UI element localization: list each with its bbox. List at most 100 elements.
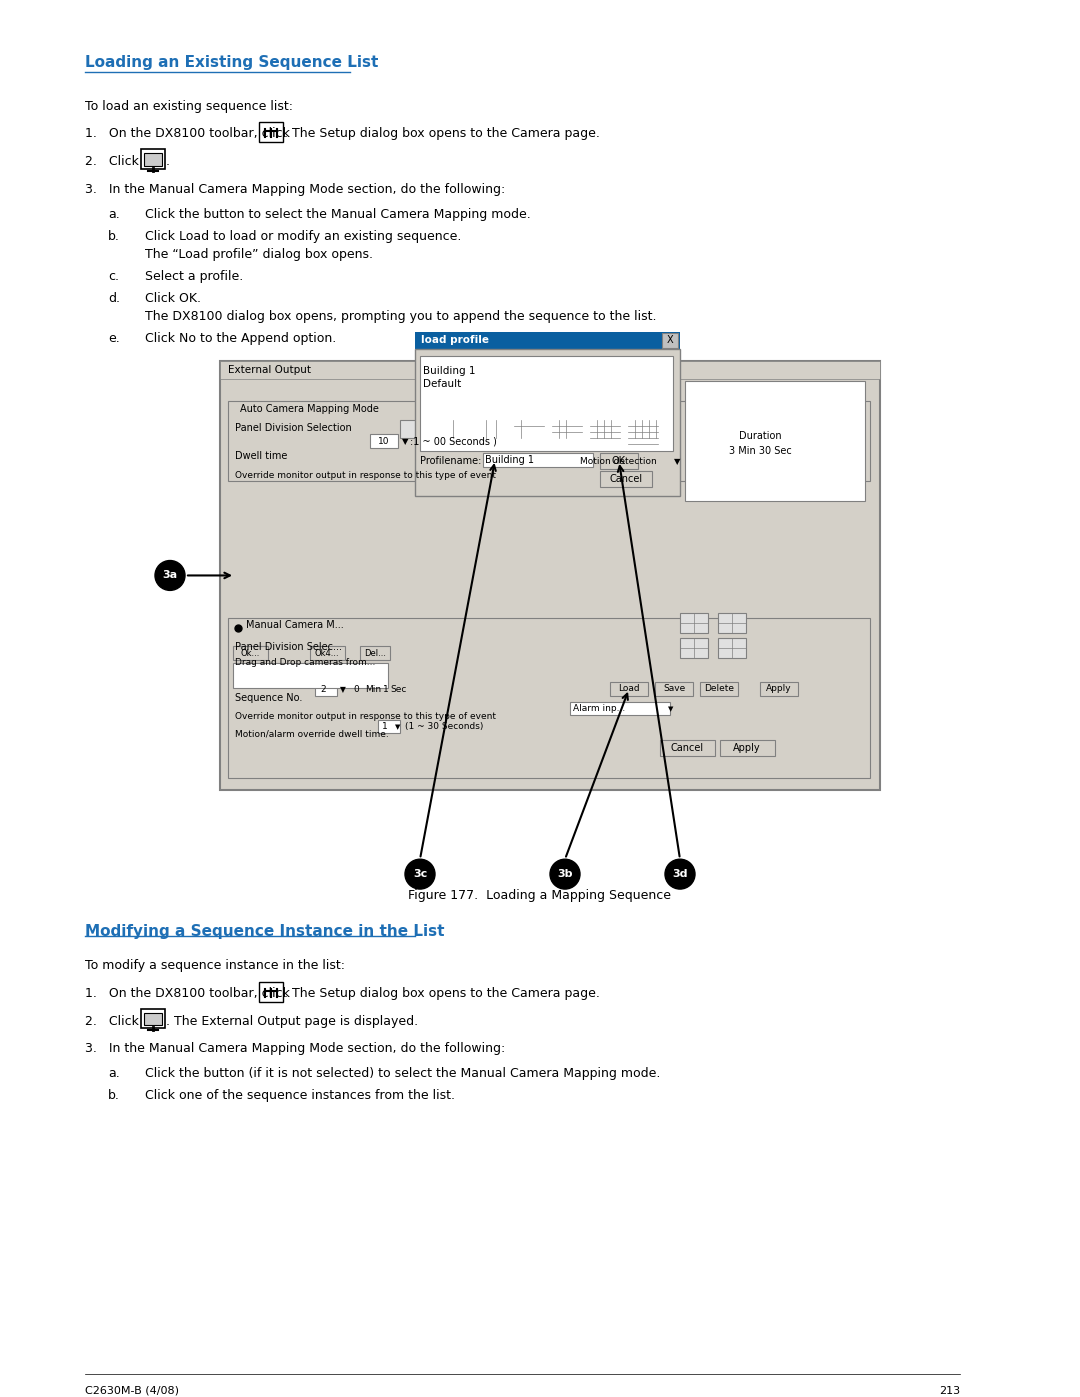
Text: Click OK.: Click OK. bbox=[145, 292, 201, 305]
Text: The DX8100 dialog box opens, prompting you to append the sequence to the list.: The DX8100 dialog box opens, prompting y… bbox=[145, 310, 657, 323]
FancyBboxPatch shape bbox=[760, 682, 798, 696]
Text: Apply: Apply bbox=[766, 685, 792, 693]
Text: 3d: 3d bbox=[672, 869, 688, 879]
Text: d.: d. bbox=[108, 292, 120, 305]
Text: 3.   In the Manual Camera Mapping Mode section, do the following:: 3. In the Manual Camera Mapping Mode sec… bbox=[85, 1042, 505, 1055]
Text: 1: 1 bbox=[382, 722, 388, 731]
Text: 3a: 3a bbox=[162, 570, 177, 581]
Text: External Output: External Output bbox=[228, 366, 311, 376]
FancyBboxPatch shape bbox=[415, 331, 680, 349]
FancyBboxPatch shape bbox=[575, 455, 675, 469]
Text: Alarm inp...: Alarm inp... bbox=[573, 704, 625, 714]
Text: Motion/alarm override dwell time.: Motion/alarm override dwell time. bbox=[235, 729, 389, 739]
FancyBboxPatch shape bbox=[144, 154, 162, 166]
Text: Ok4...: Ok4... bbox=[314, 648, 339, 658]
Text: Duration: Duration bbox=[739, 432, 781, 441]
Text: Click the button to select the Manual Camera Mapping mode.: Click the button to select the Manual Ca… bbox=[145, 208, 530, 221]
Text: Modifying a Sequence Instance in the List: Modifying a Sequence Instance in the Lis… bbox=[85, 923, 445, 939]
Text: Apply: Apply bbox=[733, 743, 760, 753]
Text: ▼: ▼ bbox=[340, 686, 346, 694]
Text: Building 1: Building 1 bbox=[485, 455, 534, 465]
Text: .: . bbox=[165, 155, 170, 168]
Text: Building 1: Building 1 bbox=[423, 366, 475, 376]
FancyBboxPatch shape bbox=[590, 420, 620, 439]
Text: 10: 10 bbox=[378, 436, 390, 446]
Text: Load: Load bbox=[618, 685, 639, 693]
Text: 3c: 3c bbox=[413, 869, 427, 879]
FancyBboxPatch shape bbox=[144, 1013, 162, 1025]
Text: 1: 1 bbox=[383, 686, 389, 694]
FancyBboxPatch shape bbox=[662, 332, 678, 348]
FancyBboxPatch shape bbox=[259, 123, 283, 142]
Circle shape bbox=[156, 560, 185, 591]
Text: 3.   In the Manual Camera Mapping Mode section, do the following:: 3. In the Manual Camera Mapping Mode sec… bbox=[85, 183, 505, 196]
Text: Cancel: Cancel bbox=[671, 743, 703, 753]
FancyBboxPatch shape bbox=[370, 434, 399, 448]
Text: Click No to the Append option.: Click No to the Append option. bbox=[145, 331, 336, 345]
Text: Ok...: Ok... bbox=[241, 648, 259, 658]
Text: ▼: ▼ bbox=[402, 436, 408, 446]
Text: a.: a. bbox=[108, 1067, 120, 1080]
Text: Cancel: Cancel bbox=[609, 474, 643, 483]
Text: C2630M-B (4/08): C2630M-B (4/08) bbox=[85, 1386, 179, 1396]
FancyBboxPatch shape bbox=[718, 638, 746, 658]
FancyBboxPatch shape bbox=[400, 420, 430, 439]
Text: ▼: ▼ bbox=[669, 705, 673, 712]
Text: 2.   Click: 2. Click bbox=[85, 155, 143, 168]
Text: Override monitor output in response to this type of event: Override monitor output in response to t… bbox=[235, 712, 496, 721]
Text: Auto Camera Mapping Mode: Auto Camera Mapping Mode bbox=[240, 404, 379, 415]
Text: Click Load to load or modify an existing sequence.: Click Load to load or modify an existing… bbox=[145, 231, 461, 243]
FancyBboxPatch shape bbox=[438, 420, 468, 439]
Text: To load an existing sequence list:: To load an existing sequence list: bbox=[85, 99, 293, 113]
FancyBboxPatch shape bbox=[233, 664, 388, 687]
Text: Sec: Sec bbox=[390, 686, 406, 694]
Text: X: X bbox=[666, 335, 673, 345]
Text: Figure 177.  Loading a Mapping Sequence: Figure 177. Loading a Mapping Sequence bbox=[408, 888, 672, 902]
Text: Panel Division Selec...: Panel Division Selec... bbox=[235, 643, 342, 652]
FancyBboxPatch shape bbox=[552, 420, 582, 439]
Text: load profile: load profile bbox=[421, 335, 489, 345]
Text: b.: b. bbox=[108, 231, 120, 243]
FancyBboxPatch shape bbox=[140, 1009, 164, 1028]
FancyBboxPatch shape bbox=[570, 701, 670, 715]
Text: Delete: Delete bbox=[704, 685, 734, 693]
Text: 1.   On the DX8100 toolbar, click: 1. On the DX8100 toolbar, click bbox=[85, 986, 294, 1000]
Text: To modify a sequence instance in the list:: To modify a sequence instance in the lis… bbox=[85, 958, 345, 972]
FancyBboxPatch shape bbox=[220, 362, 880, 789]
FancyBboxPatch shape bbox=[718, 613, 746, 633]
FancyBboxPatch shape bbox=[680, 613, 708, 633]
Text: . The External Output page is displayed.: . The External Output page is displayed. bbox=[165, 1014, 418, 1028]
FancyBboxPatch shape bbox=[415, 349, 680, 496]
FancyBboxPatch shape bbox=[420, 356, 673, 451]
Circle shape bbox=[550, 859, 580, 888]
FancyBboxPatch shape bbox=[660, 740, 715, 756]
Text: Sequence No.: Sequence No. bbox=[235, 693, 302, 703]
FancyBboxPatch shape bbox=[378, 719, 400, 733]
Text: Select a profile.: Select a profile. bbox=[145, 270, 243, 282]
FancyBboxPatch shape bbox=[228, 401, 870, 481]
Text: Default: Default bbox=[423, 380, 461, 390]
Text: . The Setup dialog box opens to the Camera page.: . The Setup dialog box opens to the Came… bbox=[284, 986, 600, 1000]
FancyBboxPatch shape bbox=[654, 682, 693, 696]
Text: Click the button (if it is not selected) to select the Manual Camera Mapping mod: Click the button (if it is not selected)… bbox=[145, 1067, 660, 1080]
FancyBboxPatch shape bbox=[680, 638, 708, 658]
FancyBboxPatch shape bbox=[259, 982, 283, 1002]
Text: 2.   Click: 2. Click bbox=[85, 1014, 143, 1028]
Circle shape bbox=[405, 859, 435, 888]
Text: 3 Min 30 Sec: 3 Min 30 Sec bbox=[729, 446, 792, 455]
FancyBboxPatch shape bbox=[600, 471, 652, 486]
Text: 0: 0 bbox=[353, 686, 359, 694]
FancyBboxPatch shape bbox=[310, 647, 345, 659]
Text: Min: Min bbox=[365, 686, 381, 694]
Text: 2: 2 bbox=[320, 686, 326, 694]
Text: Manual Camera M...: Manual Camera M... bbox=[246, 620, 343, 630]
Circle shape bbox=[665, 859, 696, 888]
Text: Save: Save bbox=[663, 685, 685, 693]
FancyBboxPatch shape bbox=[220, 362, 880, 380]
FancyBboxPatch shape bbox=[514, 420, 544, 439]
Text: Click one of the sequence instances from the list.: Click one of the sequence instances from… bbox=[145, 1090, 455, 1102]
FancyBboxPatch shape bbox=[700, 682, 738, 696]
FancyBboxPatch shape bbox=[233, 647, 268, 659]
Text: :1 ~ 00 Seconds ): :1 ~ 00 Seconds ) bbox=[410, 436, 497, 446]
FancyBboxPatch shape bbox=[685, 381, 865, 500]
